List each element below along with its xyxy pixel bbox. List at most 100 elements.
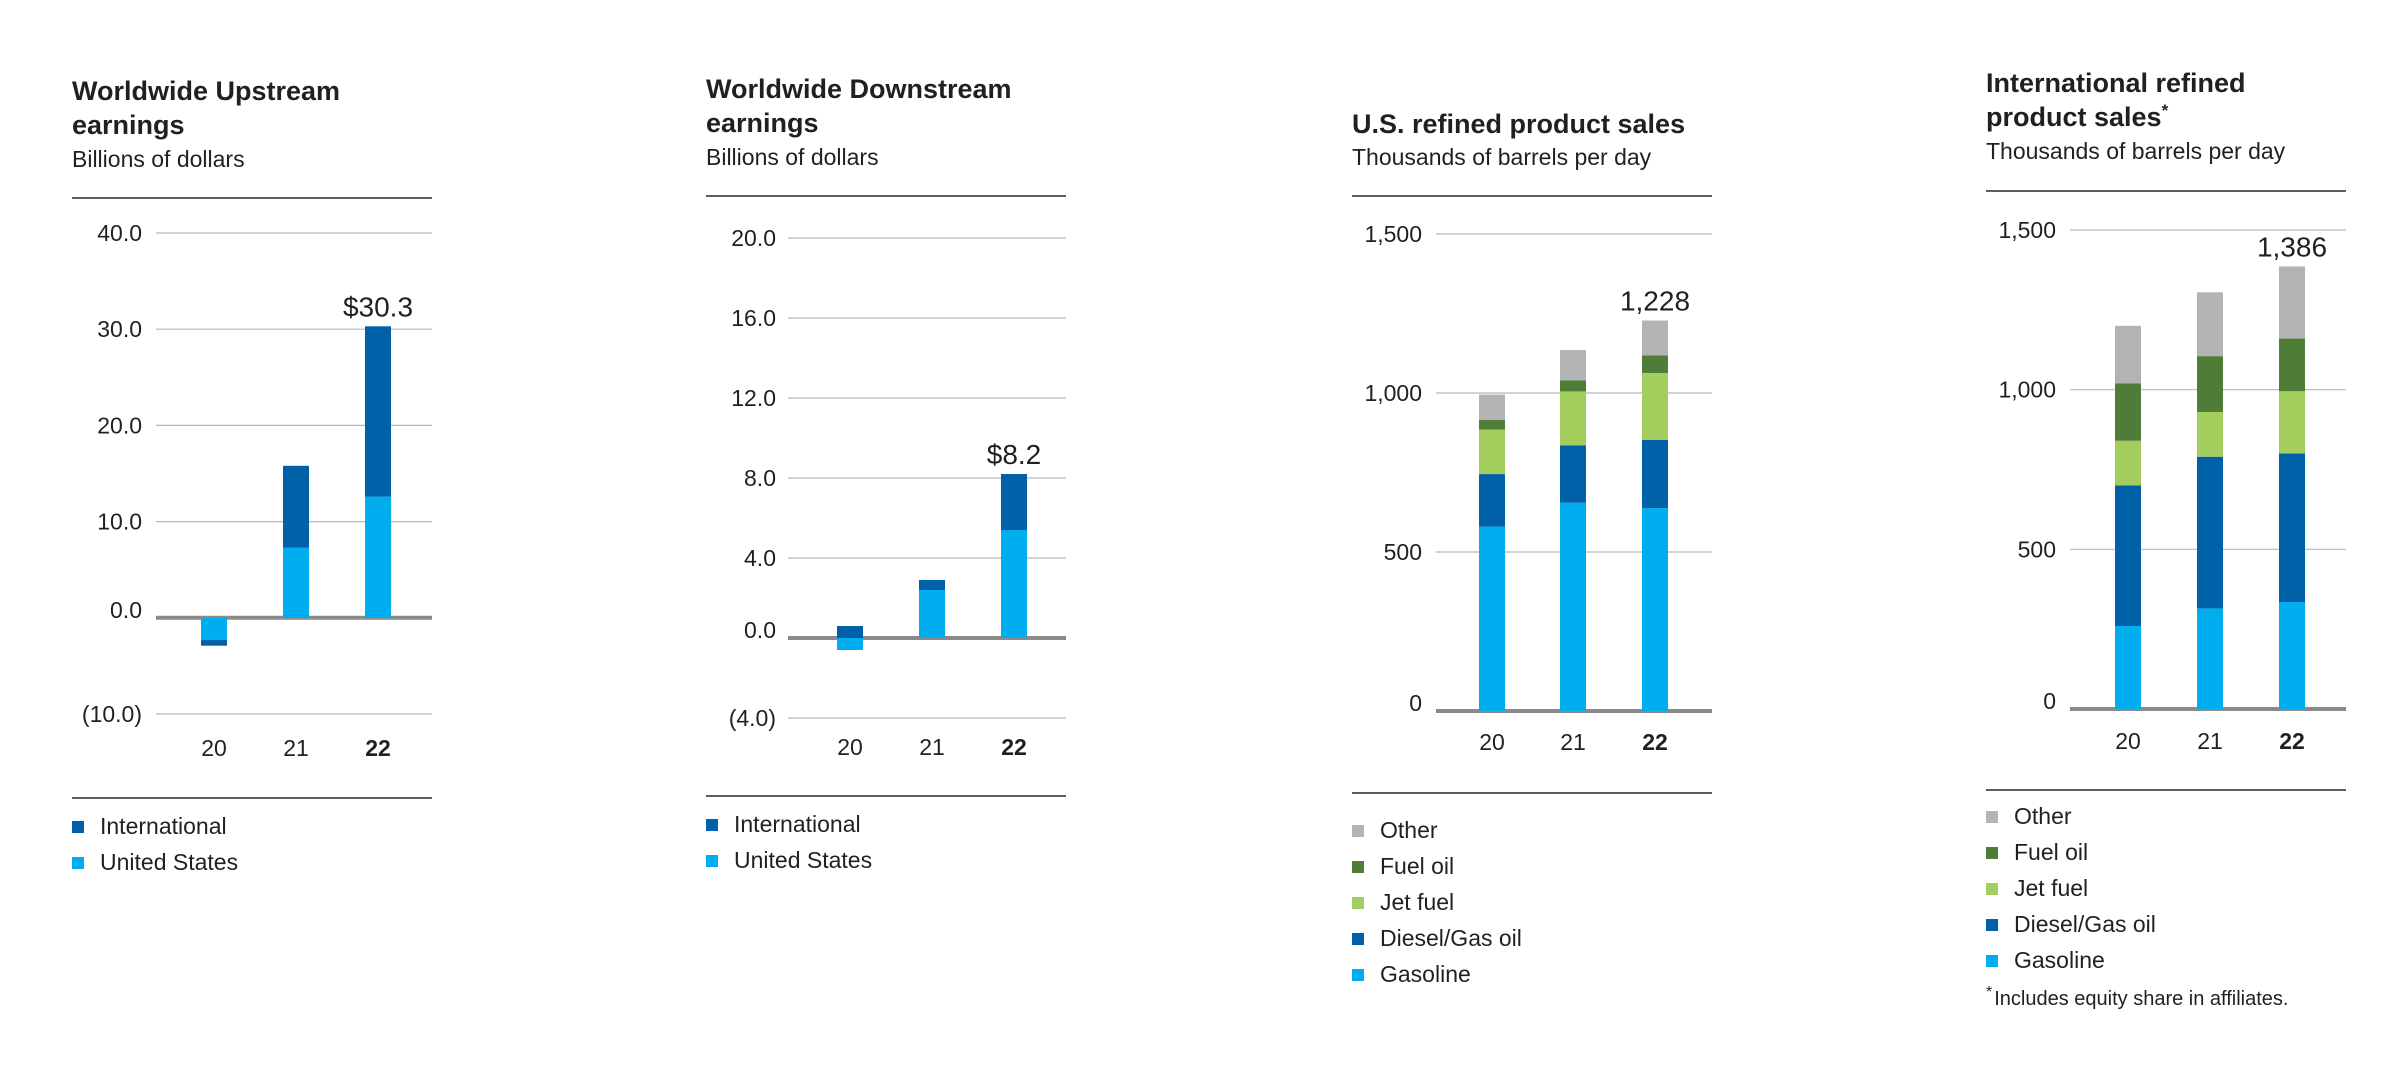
bar-segment-other bbox=[1560, 350, 1586, 381]
legend-swatch bbox=[1986, 919, 1998, 931]
legend-label: International bbox=[100, 813, 227, 839]
legend-swatch bbox=[1352, 933, 1364, 945]
legend-item: Gasoline bbox=[1352, 956, 1522, 992]
bar-segment-international bbox=[201, 639, 227, 646]
chart-legend: International United States bbox=[72, 808, 238, 880]
bar-segment-united-states bbox=[837, 638, 863, 650]
legend-label: Other bbox=[2014, 803, 2072, 829]
x-tick-label: 20 bbox=[2115, 728, 2141, 754]
footnote-text: Includes equity share in affiliates. bbox=[1994, 988, 2289, 1010]
legend-swatch bbox=[1352, 969, 1364, 981]
x-tick-label: 20 bbox=[1479, 729, 1505, 755]
bar-segment-other bbox=[2115, 325, 2141, 384]
legend-label: Diesel/Gas oil bbox=[1380, 925, 1522, 951]
y-tick-label: 0.0 bbox=[110, 597, 142, 623]
legend-label: United States bbox=[734, 847, 873, 873]
legend-swatch bbox=[1352, 861, 1364, 873]
y-tick-label: 1,000 bbox=[1364, 380, 1422, 406]
data-label: 1,228 bbox=[1620, 285, 1690, 316]
legend-item: Other bbox=[1986, 798, 2156, 834]
legend-item: Gasoline bbox=[1986, 942, 2156, 978]
y-tick-label: 1,500 bbox=[1364, 221, 1422, 247]
y-tick-label: 0.0 bbox=[744, 617, 776, 643]
y-tick-label: 40.0 bbox=[97, 220, 142, 246]
x-tick-label: 22 bbox=[2279, 728, 2305, 754]
header-rule bbox=[1352, 195, 1712, 197]
legend-item: Other bbox=[1352, 812, 1522, 848]
legend-swatch bbox=[706, 855, 718, 867]
chart-title: U.S. refined product sales bbox=[1352, 109, 1686, 139]
bar-segment-jet-fuel bbox=[2197, 412, 2223, 457]
bar-segment-other bbox=[1642, 320, 1668, 356]
bar-segment-international bbox=[837, 626, 863, 638]
bar-segment-jet-fuel bbox=[2115, 440, 2141, 486]
y-tick-label: (4.0) bbox=[729, 705, 776, 731]
bar-segment-united-states bbox=[283, 547, 309, 618]
bar-segment-diesel-gas-oil bbox=[1642, 439, 1668, 509]
legend-item: Jet fuel bbox=[1352, 884, 1522, 920]
bar-segment-fuel-oil bbox=[2197, 356, 2223, 413]
bar-segment-diesel-gas-oil bbox=[1560, 445, 1586, 503]
chart-subtitle: Billions of dollars bbox=[706, 144, 879, 170]
bar-segment-other bbox=[2279, 266, 2305, 339]
x-tick-label: 21 bbox=[919, 734, 945, 760]
legend-swatch bbox=[706, 819, 718, 831]
bar-segment-gasoline bbox=[1479, 526, 1505, 711]
y-tick-label: (10.0) bbox=[82, 701, 142, 727]
legend-rule bbox=[706, 795, 1066, 797]
legend-swatch bbox=[72, 857, 84, 869]
downstream-chart: 20.0 16.0 12.0 8.0 4.0 0.0 (4.0) 20 21 22 $8.2 bbox=[729, 225, 1066, 760]
chart-legend: International United States bbox=[706, 806, 872, 878]
legend-rule bbox=[1986, 789, 2346, 791]
legend-label: Jet fuel bbox=[1380, 889, 1455, 915]
legend-item: Diesel/Gas oil bbox=[1352, 920, 1522, 956]
legend-swatch bbox=[1986, 883, 1998, 895]
data-label: $30.3 bbox=[343, 291, 413, 322]
y-tick-label: 0 bbox=[1409, 690, 1422, 716]
chart-title-text: International refined product sales bbox=[1986, 68, 2246, 132]
bar-segment-fuel-oil bbox=[2115, 383, 2141, 441]
us-refined-chart: 1,500 1,000 500 0 20 21 22 1,228 bbox=[1364, 221, 1712, 755]
bar-segment-fuel-oil bbox=[1479, 420, 1505, 430]
y-tick-label: 500 bbox=[1384, 539, 1422, 565]
bar-segment-gasoline bbox=[2279, 602, 2305, 709]
bar-segment-united-states bbox=[1001, 530, 1027, 638]
x-tick-label: 22 bbox=[1642, 729, 1668, 755]
bar-segment-international bbox=[365, 326, 391, 497]
chart-subtitle: Thousands of barrels per day bbox=[1352, 144, 1652, 170]
y-tick-label: 1,500 bbox=[1998, 217, 2056, 243]
legend-label: Other bbox=[1380, 817, 1438, 843]
bar-segment-fuel-oil bbox=[2279, 338, 2305, 392]
legend-swatch bbox=[1986, 955, 1998, 967]
y-tick-label: 8.0 bbox=[744, 465, 776, 491]
y-tick-label: 500 bbox=[2018, 536, 2056, 562]
us-refined-panel: U.S. refined product sales Thousands of … bbox=[1352, 0, 1712, 1068]
bar-segment-international bbox=[283, 465, 309, 548]
bar-segment-diesel-gas-oil bbox=[2197, 456, 2223, 609]
y-tick-label: 20.0 bbox=[731, 225, 776, 251]
bar-segment-gasoline bbox=[2115, 625, 2141, 709]
data-label: $8.2 bbox=[987, 439, 1042, 470]
bar-segment-diesel-gas-oil bbox=[2279, 453, 2305, 603]
bar-segment-gasoline bbox=[1560, 502, 1586, 711]
legend-item: Diesel/Gas oil bbox=[1986, 906, 2156, 942]
bar-segment-united-states bbox=[365, 496, 391, 618]
footnote-marker: * bbox=[1986, 984, 1993, 1001]
legend-label: Jet fuel bbox=[2014, 875, 2089, 901]
x-tick-label: 22 bbox=[365, 735, 391, 761]
footnote-marker: * bbox=[2161, 101, 2169, 120]
bar-segment-other bbox=[2197, 292, 2223, 357]
x-tick-label: 20 bbox=[201, 735, 227, 761]
x-tick-label: 21 bbox=[283, 735, 309, 761]
legend-swatch bbox=[72, 821, 84, 833]
legend-swatch bbox=[1986, 847, 1998, 859]
x-tick-label: 21 bbox=[2197, 728, 2223, 754]
x-tick-label: 22 bbox=[1001, 734, 1027, 760]
y-tick-label: 1,000 bbox=[1998, 377, 2056, 403]
chart-title: Worldwide Downstream earnings bbox=[706, 74, 1012, 138]
downstream-panel: Worldwide Downstream earnings Billions o… bbox=[706, 0, 1066, 1068]
bar-segment-gasoline bbox=[1642, 508, 1668, 711]
header-rule bbox=[1986, 190, 2346, 192]
intl-refined-chart: 1,500 1,000 500 0 20 21 22 1,386 bbox=[1998, 217, 2346, 754]
bar-segment-united-states bbox=[919, 590, 945, 638]
